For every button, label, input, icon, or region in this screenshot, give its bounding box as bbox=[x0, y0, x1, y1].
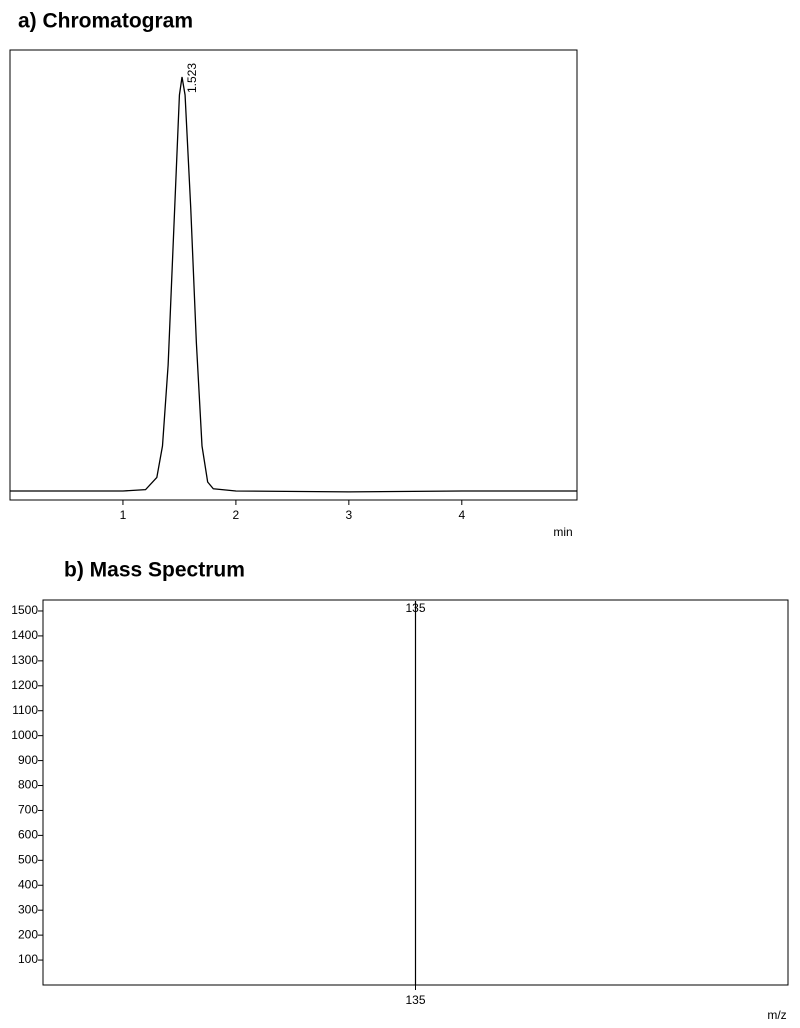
y-tick-label: 1200 bbox=[11, 678, 38, 692]
x-tick-label: 1 bbox=[120, 508, 127, 522]
y-tick-label: 1000 bbox=[11, 728, 38, 742]
y-tick-label: 100 bbox=[18, 952, 38, 966]
y-tick-label: 400 bbox=[18, 877, 38, 891]
y-tick-label: 500 bbox=[18, 852, 38, 866]
y-tick-label: 600 bbox=[18, 828, 38, 842]
x-tick-label: 135 bbox=[405, 993, 425, 1007]
x-axis-label: min bbox=[553, 525, 572, 539]
chart-title: a) Chromatogram bbox=[18, 10, 193, 33]
x-tick-label: 4 bbox=[458, 508, 465, 522]
y-tick-label: 200 bbox=[18, 927, 38, 941]
y-tick-label: 1100 bbox=[12, 703, 38, 717]
y-tick-label: 700 bbox=[18, 803, 38, 817]
plot-frame bbox=[9, 49, 578, 501]
chromatogram-line bbox=[10, 76, 577, 493]
x-tick-label: 3 bbox=[346, 508, 353, 522]
y-tick-label: 800 bbox=[18, 778, 38, 792]
chart-title: b) Mass Spectrum bbox=[64, 559, 245, 582]
x-tick-label: 2 bbox=[233, 508, 240, 522]
y-tick-label: 300 bbox=[18, 902, 38, 916]
x-axis-label: m/z bbox=[767, 1008, 786, 1022]
y-tick-label: 1500 bbox=[11, 603, 38, 617]
peak-label: 135 bbox=[405, 601, 425, 615]
y-tick-label: 900 bbox=[18, 753, 38, 767]
peak-annotation: 1.523 bbox=[185, 63, 199, 93]
y-tick-label: 1300 bbox=[11, 653, 38, 667]
y-tick-label: 1400 bbox=[11, 628, 38, 642]
